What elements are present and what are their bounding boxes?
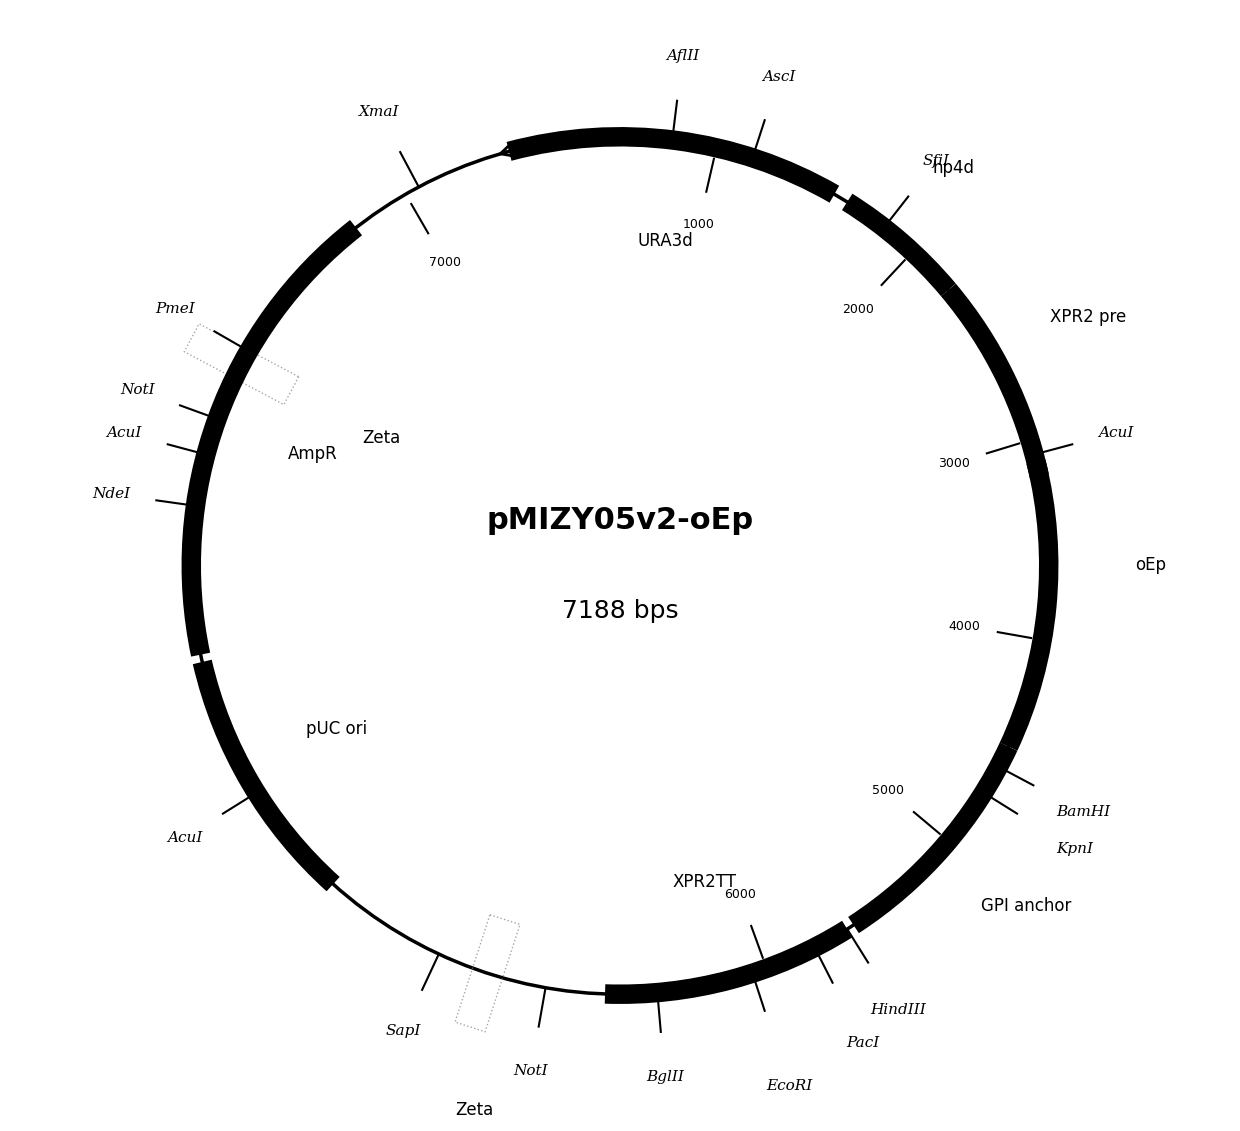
Text: NotI: NotI: [513, 1064, 548, 1078]
Text: Zeta: Zeta: [362, 430, 401, 448]
Text: AflII: AflII: [666, 49, 699, 63]
Text: HindIII: HindIII: [870, 1003, 926, 1018]
Text: BglII: BglII: [646, 1070, 683, 1083]
Text: 6000: 6000: [724, 888, 755, 900]
Text: 3000: 3000: [939, 457, 971, 469]
Text: 2000: 2000: [843, 303, 874, 317]
Text: XPR2TT: XPR2TT: [672, 872, 737, 890]
Text: AcuI: AcuI: [167, 830, 202, 845]
Text: 4000: 4000: [949, 620, 981, 632]
Text: 7000: 7000: [429, 256, 461, 269]
Text: NdeI: NdeI: [93, 487, 130, 501]
Text: oEp: oEp: [1135, 556, 1166, 575]
Text: GPI anchor: GPI anchor: [981, 897, 1071, 915]
Text: pMIZY05v2-oEp: pMIZY05v2-oEp: [486, 506, 754, 535]
Text: hp4d: hp4d: [932, 159, 975, 176]
Text: PacI: PacI: [847, 1036, 880, 1050]
Text: SfiI: SfiI: [923, 154, 950, 169]
Text: XPR2 pre: XPR2 pre: [1050, 308, 1126, 326]
Text: AmpR: AmpR: [288, 444, 337, 463]
Text: XmaI: XmaI: [358, 105, 399, 119]
Text: AcuI: AcuI: [1099, 425, 1133, 440]
Text: Zeta: Zeta: [455, 1102, 494, 1120]
Text: PmeI: PmeI: [155, 302, 196, 316]
Text: 1000: 1000: [683, 218, 714, 231]
Text: BamHI: BamHI: [1056, 805, 1110, 819]
Text: 5000: 5000: [872, 784, 904, 797]
Text: AscI: AscI: [761, 70, 795, 85]
Text: EcoRI: EcoRI: [766, 1079, 812, 1093]
Text: KpnI: KpnI: [1056, 843, 1092, 856]
Text: pUC ori: pUC ori: [306, 720, 367, 739]
Text: NotI: NotI: [120, 383, 155, 397]
Text: AcuI: AcuI: [107, 425, 141, 440]
Text: 7188 bps: 7188 bps: [562, 598, 678, 623]
Text: URA3d: URA3d: [637, 233, 693, 250]
Text: SapI: SapI: [386, 1024, 420, 1038]
